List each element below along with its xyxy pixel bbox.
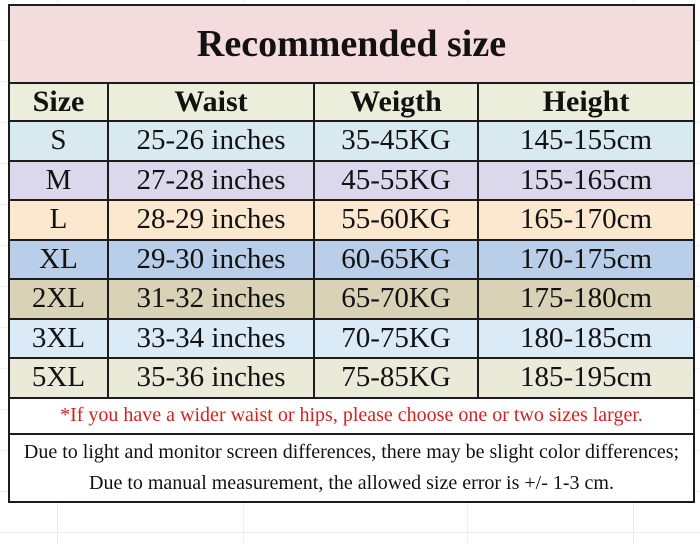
weight-cell: 70-75KG <box>313 317 479 359</box>
size-row-m: M 27-28 inches 45-55KG 155-165cm <box>8 159 696 201</box>
height-cell: 180-185cm <box>476 317 696 359</box>
size-cell: 2XL <box>8 278 109 320</box>
size-cell: S <box>8 120 109 162</box>
size-note-row: *If you have a wider waist or hips, plea… <box>7 396 696 435</box>
weight-cell: 35-45KG <box>313 120 479 162</box>
header-row: Size Waist Weigth Height <box>8 82 696 122</box>
size-cell: M <box>8 159 109 201</box>
weight-cell: 55-60KG <box>313 199 479 241</box>
disclaimer-note: Due to light and monitor screen differen… <box>7 432 696 503</box>
size-row-3xl: 3XL 33-34 inches 70-75KG 180-185cm <box>8 317 696 359</box>
height-cell: 185-195cm <box>476 357 696 399</box>
waist-cell: 28-29 inches <box>107 199 315 241</box>
size-row-2xl: 2XL 31-32 inches 65-70KG 175-180cm <box>8 278 696 320</box>
size-cell: 5XL <box>8 357 109 399</box>
size-row-xl: XL 29-30 inches 60-65KG 170-175cm <box>8 238 696 280</box>
title-row: Recommended size <box>7 4 696 84</box>
waist-cell: 29-30 inches <box>107 238 315 280</box>
weight-cell: 45-55KG <box>313 159 479 201</box>
size-row-5xl: 5XL 35-36 inches 75-85KG 185-195cm <box>8 357 696 399</box>
waist-cell: 31-32 inches <box>107 278 315 320</box>
column-header-size: Size <box>8 82 109 122</box>
height-cell: 155-165cm <box>476 159 696 201</box>
column-header-weigth: Weigth <box>313 82 479 122</box>
size-row-s: S 25-26 inches 35-45KG 145-155cm <box>8 120 696 162</box>
weight-cell: 75-85KG <box>313 357 479 399</box>
column-header-height: Height <box>476 82 696 122</box>
waist-cell: 35-36 inches <box>107 357 315 399</box>
column-header-waist: Waist <box>107 82 315 122</box>
weight-cell: 65-70KG <box>313 278 479 320</box>
height-cell: 165-170cm <box>476 199 696 241</box>
waist-cell: 27-28 inches <box>107 159 315 201</box>
height-cell: 170-175cm <box>476 238 696 280</box>
size-cell: L <box>8 199 109 241</box>
size-row-l: L 28-29 inches 55-60KG 165-170cm <box>8 199 696 241</box>
size-note: *If you have a wider waist or hips, plea… <box>7 396 696 435</box>
weight-cell: 60-65KG <box>313 238 479 280</box>
height-cell: 175-180cm <box>476 278 696 320</box>
waist-cell: 25-26 inches <box>107 120 315 162</box>
size-cell: 3XL <box>8 317 109 359</box>
height-cell: 145-155cm <box>476 120 696 162</box>
size-chart-table: Recommended size Size Waist Weigth Height S… <box>7 4 696 503</box>
disclaimer-row: Due to light and monitor screen differen… <box>7 432 696 503</box>
table-title: Recommended size <box>7 4 696 84</box>
size-chart-sheet: Recommended size Size Waist Weigth Height S… <box>7 4 696 503</box>
waist-cell: 33-34 inches <box>107 317 315 359</box>
size-cell: XL <box>8 238 109 280</box>
